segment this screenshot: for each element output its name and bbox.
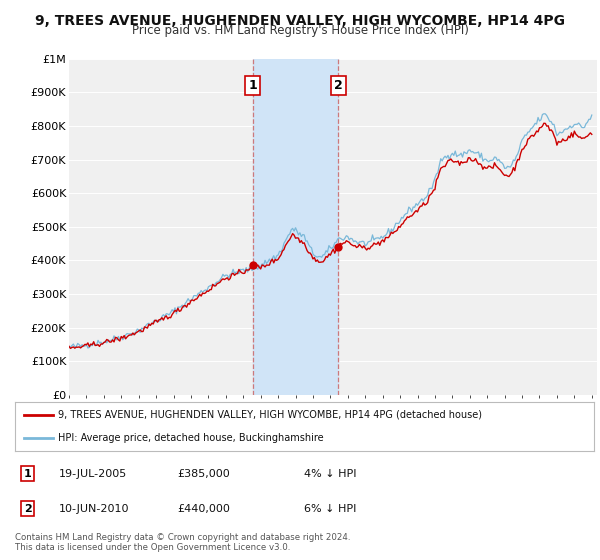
- Text: This data is licensed under the Open Government Licence v3.0.: This data is licensed under the Open Gov…: [15, 543, 290, 552]
- Text: 9, TREES AVENUE, HUGHENDEN VALLEY, HIGH WYCOMBE, HP14 4PG: 9, TREES AVENUE, HUGHENDEN VALLEY, HIGH …: [35, 14, 565, 28]
- Text: £385,000: £385,000: [177, 469, 230, 479]
- Text: £440,000: £440,000: [177, 504, 230, 514]
- Text: 2: 2: [334, 79, 343, 92]
- Text: 9, TREES AVENUE, HUGHENDEN VALLEY, HIGH WYCOMBE, HP14 4PG (detached house): 9, TREES AVENUE, HUGHENDEN VALLEY, HIGH …: [58, 410, 482, 420]
- Text: 6% ↓ HPI: 6% ↓ HPI: [305, 504, 357, 514]
- Text: Contains HM Land Registry data © Crown copyright and database right 2024.: Contains HM Land Registry data © Crown c…: [15, 533, 350, 542]
- Text: 1: 1: [24, 469, 32, 479]
- Text: 10-JUN-2010: 10-JUN-2010: [58, 504, 129, 514]
- Text: 4% ↓ HPI: 4% ↓ HPI: [305, 469, 357, 479]
- Text: 1: 1: [248, 79, 257, 92]
- Text: Price paid vs. HM Land Registry's House Price Index (HPI): Price paid vs. HM Land Registry's House …: [131, 24, 469, 37]
- Text: HPI: Average price, detached house, Buckinghamshire: HPI: Average price, detached house, Buck…: [58, 433, 324, 444]
- Bar: [253, 59, 338, 395]
- Text: 2: 2: [24, 504, 32, 514]
- Text: 19-JUL-2005: 19-JUL-2005: [58, 469, 127, 479]
